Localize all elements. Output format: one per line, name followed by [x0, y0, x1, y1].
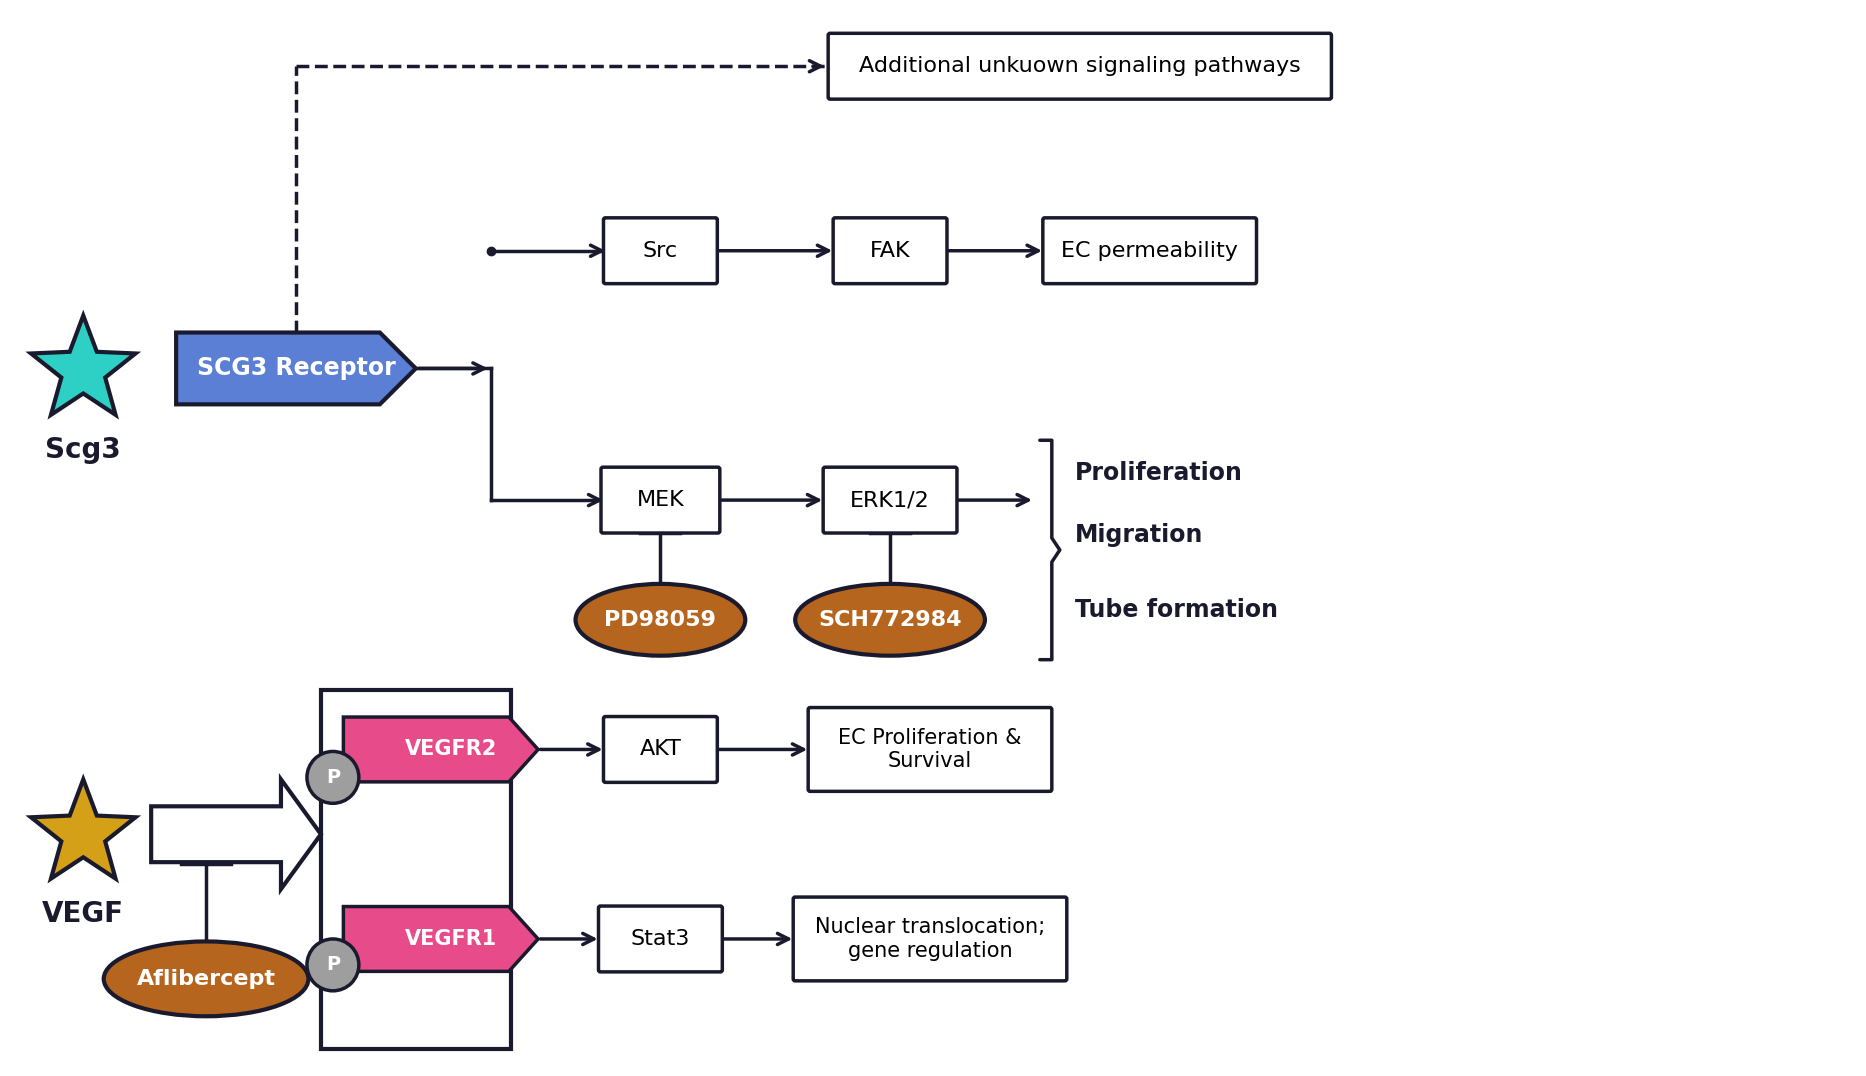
Text: Stat3: Stat3 — [631, 929, 690, 949]
Bar — [321, 690, 511, 1049]
Circle shape — [306, 939, 358, 991]
Text: AKT: AKT — [640, 739, 681, 760]
Ellipse shape — [795, 584, 985, 655]
Text: Migration: Migration — [1075, 523, 1204, 547]
Polygon shape — [32, 315, 136, 415]
FancyBboxPatch shape — [808, 708, 1052, 791]
FancyBboxPatch shape — [601, 467, 720, 533]
Ellipse shape — [104, 942, 308, 1016]
Text: P: P — [327, 768, 340, 787]
Text: ERK1/2: ERK1/2 — [851, 490, 929, 510]
Text: VEGF: VEGF — [43, 900, 125, 928]
Text: PD98059: PD98059 — [605, 610, 717, 629]
Text: SCH772984: SCH772984 — [819, 610, 961, 629]
Text: MEK: MEK — [636, 490, 685, 510]
FancyBboxPatch shape — [603, 717, 717, 782]
Text: Nuclear translocation;
gene regulation: Nuclear translocation; gene regulation — [815, 918, 1045, 961]
FancyBboxPatch shape — [603, 217, 717, 284]
FancyBboxPatch shape — [1043, 217, 1256, 284]
FancyBboxPatch shape — [829, 33, 1332, 99]
Ellipse shape — [575, 584, 745, 655]
Text: FAK: FAK — [870, 241, 911, 260]
FancyBboxPatch shape — [832, 217, 946, 284]
Text: Tube formation: Tube formation — [1075, 598, 1278, 622]
Polygon shape — [175, 332, 416, 405]
Polygon shape — [151, 779, 321, 889]
Text: P: P — [327, 955, 340, 975]
Circle shape — [306, 751, 358, 804]
FancyBboxPatch shape — [599, 906, 722, 972]
Text: Proliferation: Proliferation — [1075, 462, 1243, 485]
Text: Src: Src — [644, 241, 677, 260]
Polygon shape — [343, 717, 537, 782]
Text: EC permeability: EC permeability — [1062, 241, 1239, 260]
FancyBboxPatch shape — [793, 897, 1067, 981]
Text: Aflibercept: Aflibercept — [136, 968, 276, 989]
Text: Additional unkuown signaling pathways: Additional unkuown signaling pathways — [858, 56, 1301, 76]
Polygon shape — [32, 779, 136, 879]
FancyBboxPatch shape — [823, 467, 957, 533]
Text: VEGFR1: VEGFR1 — [405, 929, 496, 949]
Text: Scg3: Scg3 — [45, 436, 121, 464]
Text: VEGFR2: VEGFR2 — [405, 739, 496, 760]
Text: EC Proliferation &
Survival: EC Proliferation & Survival — [838, 727, 1023, 771]
Text: SCG3 Receptor: SCG3 Receptor — [196, 356, 396, 381]
Polygon shape — [343, 907, 537, 972]
